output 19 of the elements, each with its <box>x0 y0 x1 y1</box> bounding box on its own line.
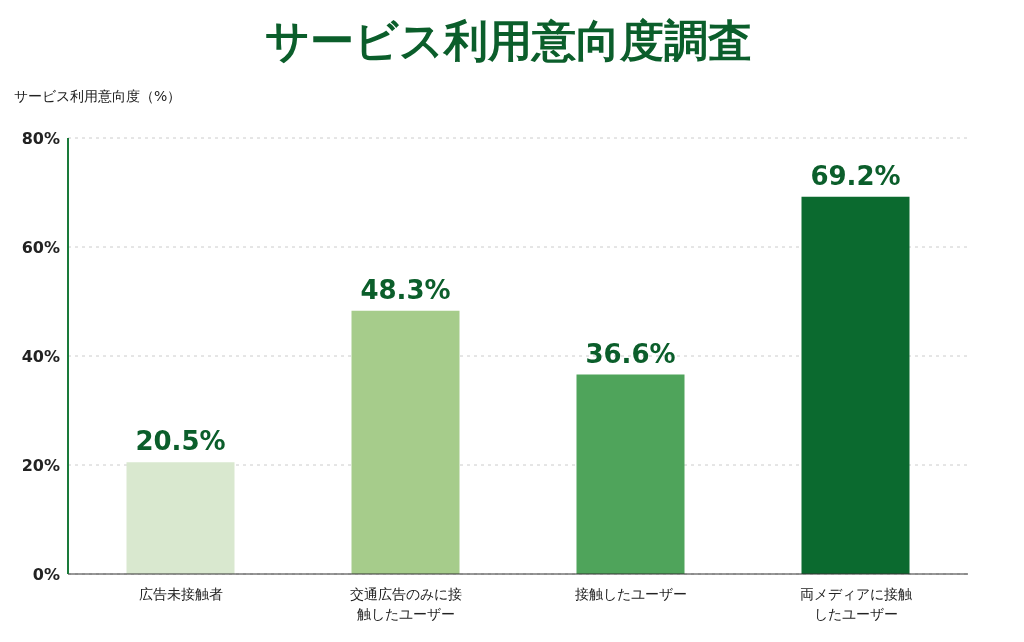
x-tick-label: 両メディアに接触したユーザー <box>798 585 913 624</box>
data-label: 20.5% <box>135 426 226 457</box>
x-tick-label: 接触したユーザー <box>573 585 688 604</box>
y-tick-label: 0% <box>32 564 60 584</box>
bar <box>126 462 235 574</box>
x-tick-label: 広告未接触者 <box>137 585 224 604</box>
bar <box>801 196 910 574</box>
bar <box>351 310 460 574</box>
x-tick-label: 交通広告のみに接触したユーザー <box>348 585 463 624</box>
data-label: 48.3% <box>360 274 451 305</box>
y-tick-label: 60% <box>21 237 60 257</box>
y-tick-label: 20% <box>21 455 60 475</box>
y-tick-label: 40% <box>21 346 60 366</box>
bar <box>576 374 685 574</box>
data-label: 36.6% <box>585 338 676 369</box>
chart-title: サービス利用意向度調査 <box>263 14 753 68</box>
data-label: 69.2% <box>810 160 901 191</box>
y-axis-title: サービス利用意向度（%） <box>14 88 182 106</box>
y-tick-label: 80% <box>21 128 60 148</box>
